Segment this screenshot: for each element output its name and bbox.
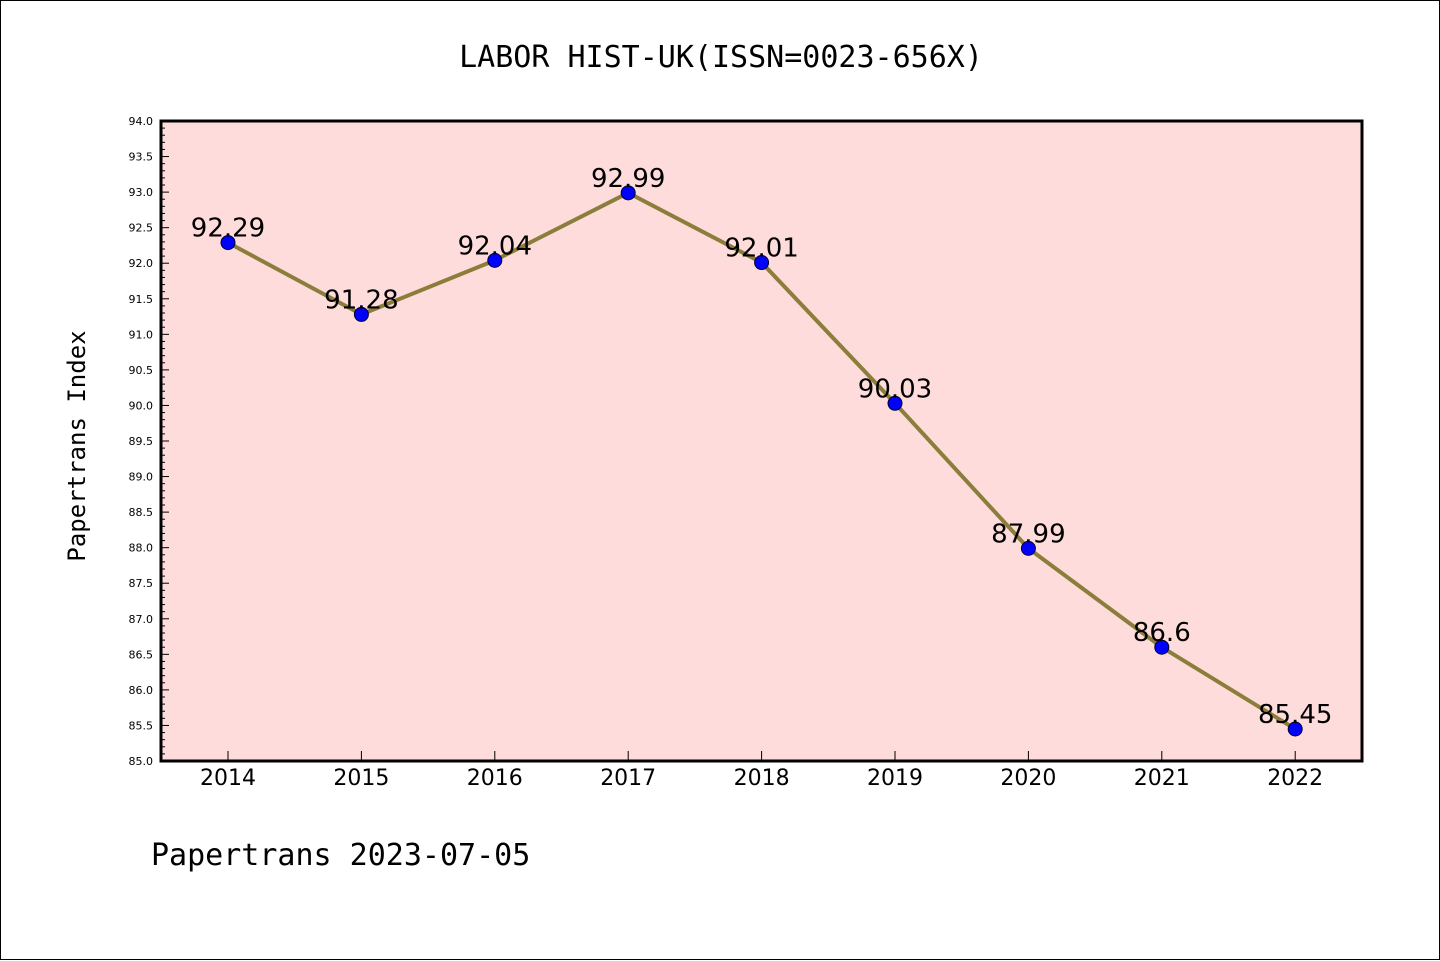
x-tick-label: 2016 (467, 766, 523, 791)
y-tick-label: 85.5 (129, 719, 154, 732)
data-label: 92.29 (191, 214, 265, 244)
plot-area (159, 119, 1364, 763)
y-tick-label: 85.0 (129, 755, 154, 768)
data-point (1154, 639, 1170, 655)
y-tick-label: 90.5 (129, 364, 154, 377)
y-tick-label: 89.5 (129, 435, 154, 448)
y-tick-label: 87.0 (129, 613, 154, 626)
y-axis: 85.0 85.5 86.0 86.5 87.0 87.5 88.0 88.5 89.0 89.5… (129, 115, 169, 768)
data-label: 86.6 (1133, 618, 1191, 648)
data-label: 85.45 (1258, 700, 1332, 730)
footer-note: Papertrans 2023-07-05 (151, 838, 530, 873)
y-tick-label: 86.0 (129, 684, 154, 697)
data-point (487, 252, 503, 268)
series-group: 92.29 91.28 92.04 92.99 92.01 90.03 87.99 86.6 8… (191, 164, 1332, 737)
data-point (353, 306, 369, 322)
x-tick-label: 2015 (333, 766, 389, 791)
x-tick-label: 2014 (200, 766, 256, 791)
x-tick-label: 2019 (867, 766, 923, 791)
x-tick-label: 2022 (1267, 766, 1323, 791)
y-axis-label: Papertrans Index (63, 330, 91, 561)
data-label: 90.03 (858, 374, 932, 404)
data-point (620, 185, 636, 201)
data-label: 92.04 (458, 231, 532, 261)
x-tick-label: 2021 (1134, 766, 1190, 791)
y-tick-label: 87.5 (129, 577, 154, 590)
y-tick-label: 91.5 (129, 293, 154, 306)
y-tick-label: 88.5 (129, 506, 154, 519)
data-point (1020, 540, 1036, 556)
data-label: 92.01 (724, 234, 798, 264)
x-tick-label: 2018 (734, 766, 790, 791)
y-tick-label: 94.0 (129, 115, 154, 128)
data-point (887, 395, 903, 411)
data-label: 87.99 (991, 519, 1065, 549)
y-tick-label: 86.5 (129, 648, 154, 661)
y-tick-label: 89.0 (129, 471, 154, 484)
x-tick-label: 2017 (600, 766, 656, 791)
y-tick-label: 93.0 (129, 186, 154, 199)
data-label: 92.99 (591, 164, 665, 194)
data-point (754, 255, 770, 271)
y-tick-label: 93.5 (129, 151, 154, 164)
y-tick-label: 90.0 (129, 399, 154, 412)
y-tick-label: 92.5 (129, 222, 154, 235)
y-tick-label: 92.0 (129, 257, 154, 270)
x-tick-label: 2020 (1000, 766, 1056, 791)
data-label: 91.28 (324, 285, 398, 315)
y-tick-label: 91.0 (129, 328, 154, 341)
y-tick-label: 88.0 (129, 542, 154, 555)
chart-title: LABOR HIST-UK(ISSN=0023-656X) (459, 40, 983, 75)
x-axis: 2014 2015 2016 2017 2018 2019 2020 2021 2022 (200, 751, 1323, 791)
data-point (1287, 721, 1303, 737)
data-point (220, 235, 236, 251)
